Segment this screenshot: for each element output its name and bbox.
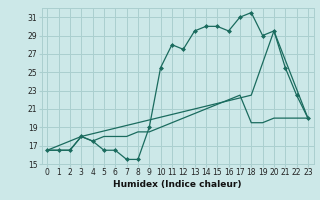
X-axis label: Humidex (Indice chaleur): Humidex (Indice chaleur) (113, 180, 242, 189)
